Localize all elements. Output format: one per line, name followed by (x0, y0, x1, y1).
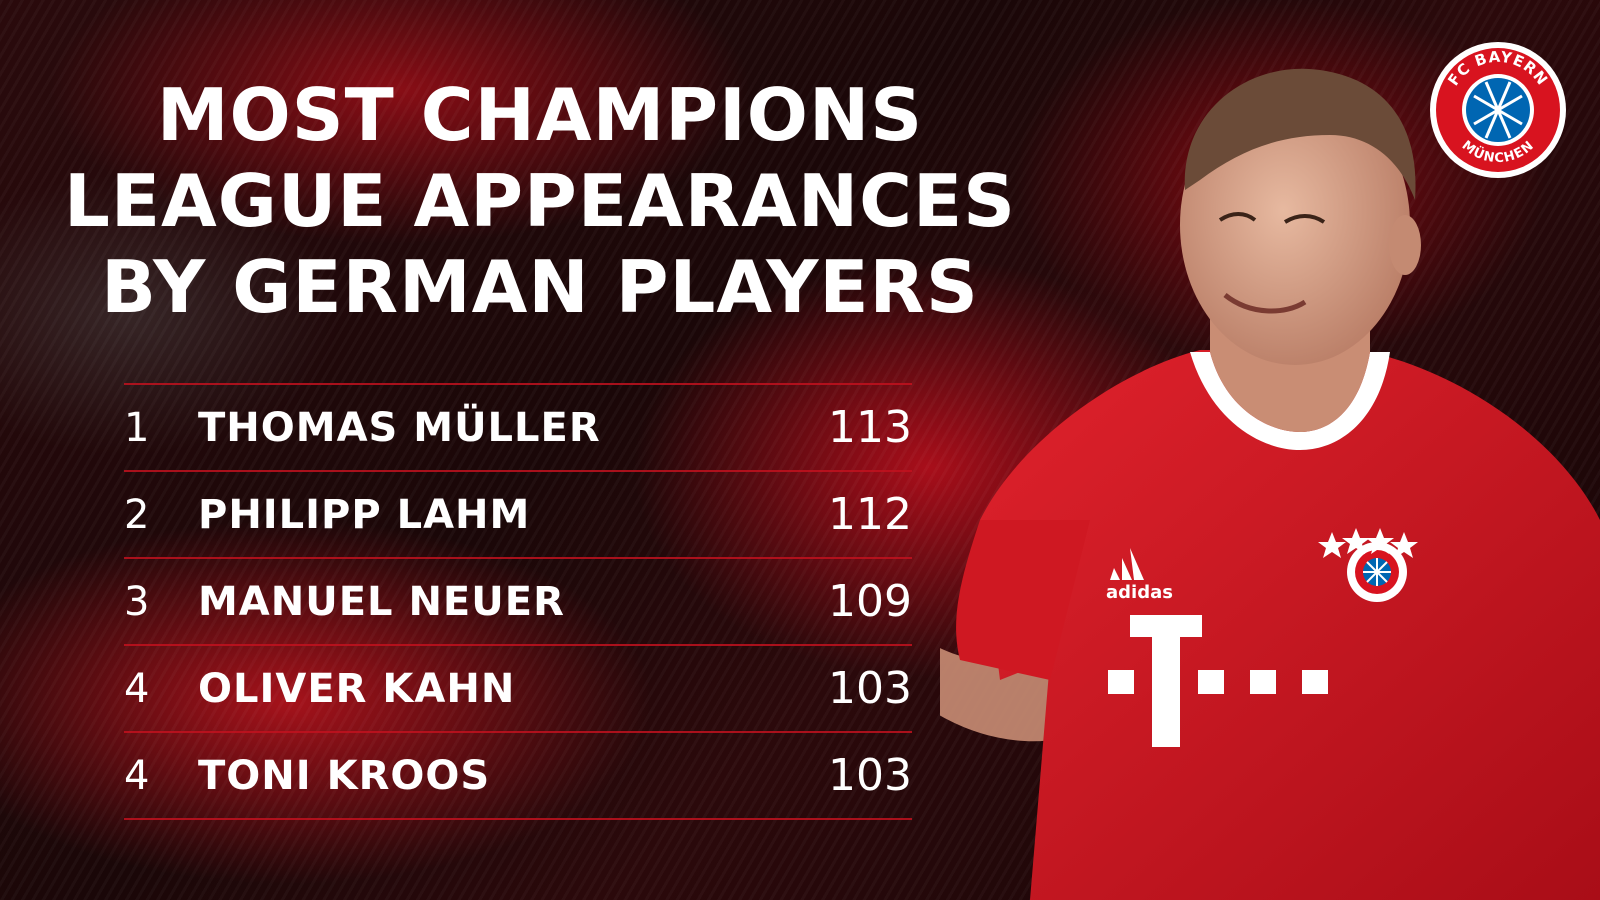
headline-line-2: LEAGUE APPEARANCES (63, 159, 1017, 243)
row-player-name: THOMAS MÜLLER (198, 404, 601, 451)
player-smile (1223, 293, 1307, 314)
player-ear (1389, 215, 1421, 275)
player-hair (1184, 68, 1416, 201)
adidas-logo-icon: adidas (1106, 548, 1173, 603)
player-photo: adidas (940, 68, 1600, 900)
row-rank: 4 (124, 752, 150, 799)
row-appearances: 109 (828, 576, 912, 627)
champion-stars-icon (1318, 528, 1418, 558)
row-player-name: OLIVER KAHN (198, 665, 516, 712)
row-player-name: MANUEL NEUER (198, 578, 565, 625)
table-row: 2 PHILIPP LAHM 112 (124, 472, 912, 559)
row-appearances: 103 (828, 663, 912, 714)
telekom-t-logo-icon (1108, 615, 1328, 747)
row-rank: 4 (124, 665, 150, 712)
ranking-table: 1 THOMAS MÜLLER 113 2 PHILIPP LAHM 112 3… (124, 383, 912, 820)
table-row: 3 MANUEL NEUER 109 (124, 559, 912, 646)
table-row: 4 TONI KROOS 103 (124, 733, 912, 820)
player-eye-right (1283, 214, 1326, 224)
player-eye-left (1218, 212, 1257, 222)
headline-line-1: MOST CHAMPIONS (156, 73, 924, 157)
row-rank: 3 (124, 578, 150, 625)
table-top-rule (124, 383, 912, 385)
row-rank: 1 (124, 404, 150, 451)
row-appearances: 112 (828, 489, 912, 540)
row-rank: 2 (124, 491, 150, 538)
fc-bayern-crest-icon: FC BAYERN MÜNCHEN (1430, 42, 1566, 178)
adidas-brand-text: adidas (1106, 582, 1173, 603)
row-appearances: 113 (828, 402, 912, 453)
row-appearances: 103 (828, 750, 912, 801)
table-row: 4 OLIVER KAHN 103 (124, 646, 912, 733)
table-row: 1 THOMAS MÜLLER 113 (124, 385, 912, 472)
row-player-name: TONI KROOS (198, 752, 491, 799)
player-shirt (980, 350, 1600, 900)
row-player-name: PHILIPP LAHM (198, 491, 531, 538)
shirt-crest-icon (1347, 542, 1407, 602)
player-collar (1190, 352, 1390, 450)
headline-line-3: BY GERMAN PLAYERS (101, 245, 979, 329)
headline: MOST CHAMPIONS LEAGUE APPEARANCES BY GER… (40, 72, 1040, 330)
player-sleeve (956, 520, 1090, 680)
